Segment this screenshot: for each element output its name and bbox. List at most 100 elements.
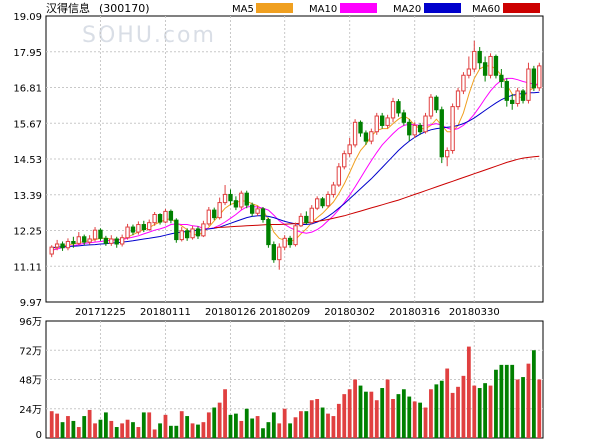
volume-bar xyxy=(196,424,200,438)
volume-bar xyxy=(521,377,525,438)
volume-bar xyxy=(336,403,341,438)
volume-bar xyxy=(380,388,385,438)
price-tick-label: 13.39 xyxy=(13,191,42,202)
candle-body xyxy=(239,192,244,208)
volume-bar xyxy=(477,388,482,438)
candle-body xyxy=(277,246,282,261)
volume-bar xyxy=(342,394,347,438)
candle-body xyxy=(412,124,417,136)
volume-bar xyxy=(456,386,460,438)
volume-bar xyxy=(201,422,206,438)
volume-bar xyxy=(255,416,260,438)
candle-body xyxy=(417,124,423,133)
volume-bar xyxy=(320,407,325,438)
candle-body xyxy=(531,68,537,89)
volume-bar xyxy=(76,427,81,438)
volume-bar xyxy=(364,391,368,438)
candle-body xyxy=(255,208,260,214)
volume-tick-label: 48万 xyxy=(19,376,42,387)
date-tick-label: 20180302 xyxy=(324,307,375,318)
volume-grid xyxy=(46,349,543,410)
stock-code: (300170) xyxy=(99,2,150,15)
volume-bar xyxy=(299,411,303,438)
volume-bar xyxy=(353,379,357,438)
candle-body xyxy=(510,99,515,104)
volume-bar xyxy=(434,384,439,438)
candle-body xyxy=(168,210,174,221)
volume-bar xyxy=(304,411,309,438)
volume-bar xyxy=(439,380,444,438)
volume-bar xyxy=(250,418,255,438)
volume-bar xyxy=(71,420,76,438)
volume-bar xyxy=(114,427,119,438)
volume-bar xyxy=(385,379,390,438)
price-tick-label: 11.11 xyxy=(13,262,42,273)
volume-bar xyxy=(174,425,179,438)
candle-body xyxy=(314,198,320,209)
volume-bar xyxy=(168,425,173,438)
volume-tick-label: 0 xyxy=(36,430,42,440)
volume-bar xyxy=(358,385,363,438)
volume-bar xyxy=(239,420,244,438)
volume-bar xyxy=(49,411,54,438)
legend-label-ma10: MA10 xyxy=(309,4,337,15)
volume-bar xyxy=(93,423,97,438)
volume-bar xyxy=(147,412,152,438)
volume-bar xyxy=(504,364,509,438)
volume-bar xyxy=(331,416,336,438)
candle-body xyxy=(195,228,201,237)
volume-tick-label: 96万 xyxy=(19,317,42,328)
legend-label-ma60: MA60 xyxy=(472,4,500,15)
volume-bar xyxy=(429,389,433,438)
volume-bar xyxy=(234,413,238,438)
volume-bar xyxy=(499,364,504,438)
candle-body xyxy=(212,209,217,219)
watermark: SOHU.com xyxy=(82,23,216,48)
price-tick-label: 14.53 xyxy=(13,155,42,166)
candle-body xyxy=(266,219,271,246)
volume-bar xyxy=(445,368,450,438)
candle-body xyxy=(401,112,407,123)
volume-bar xyxy=(396,394,401,438)
volume-bar xyxy=(163,414,168,438)
candle-body xyxy=(499,74,504,83)
candle-body xyxy=(92,229,98,240)
volume-bar xyxy=(271,412,276,438)
candle-body xyxy=(352,121,358,146)
candle-body xyxy=(445,150,450,158)
volume-bar xyxy=(472,385,477,438)
date-tick-label: 20180209 xyxy=(259,307,310,318)
candle-body xyxy=(147,222,152,231)
legend-swatch-ma60 xyxy=(503,3,540,13)
volume-bar xyxy=(103,412,108,438)
volume-bar xyxy=(315,399,320,438)
volume-bar xyxy=(244,408,249,438)
candle-body xyxy=(347,144,352,155)
candle-body xyxy=(49,246,54,255)
volume-bars xyxy=(49,346,542,438)
volume-bar xyxy=(391,399,395,438)
date-tick-label: 20171225 xyxy=(75,307,126,318)
candle-body xyxy=(98,229,103,239)
candle-body xyxy=(434,96,439,111)
candle-body xyxy=(374,115,379,133)
candle-body xyxy=(423,115,428,133)
volume-bar xyxy=(309,400,314,438)
volume-tick-label: 72万 xyxy=(19,346,42,357)
candle-body xyxy=(477,50,482,64)
date-tick-label: 20180330 xyxy=(449,307,500,318)
candle-body xyxy=(119,237,125,245)
price-tick-label: 17.95 xyxy=(13,48,42,59)
candle-body xyxy=(152,214,157,224)
volume-bar xyxy=(206,412,211,438)
volume-bar xyxy=(488,385,493,438)
candle-body xyxy=(320,198,325,207)
volume-bar xyxy=(98,419,103,438)
volume-bar xyxy=(261,428,265,438)
date-tick-label: 20180111 xyxy=(140,307,191,318)
candle-body xyxy=(461,74,466,92)
candle-body xyxy=(472,50,477,70)
volume-bar xyxy=(141,412,146,438)
candle-body xyxy=(282,237,287,248)
